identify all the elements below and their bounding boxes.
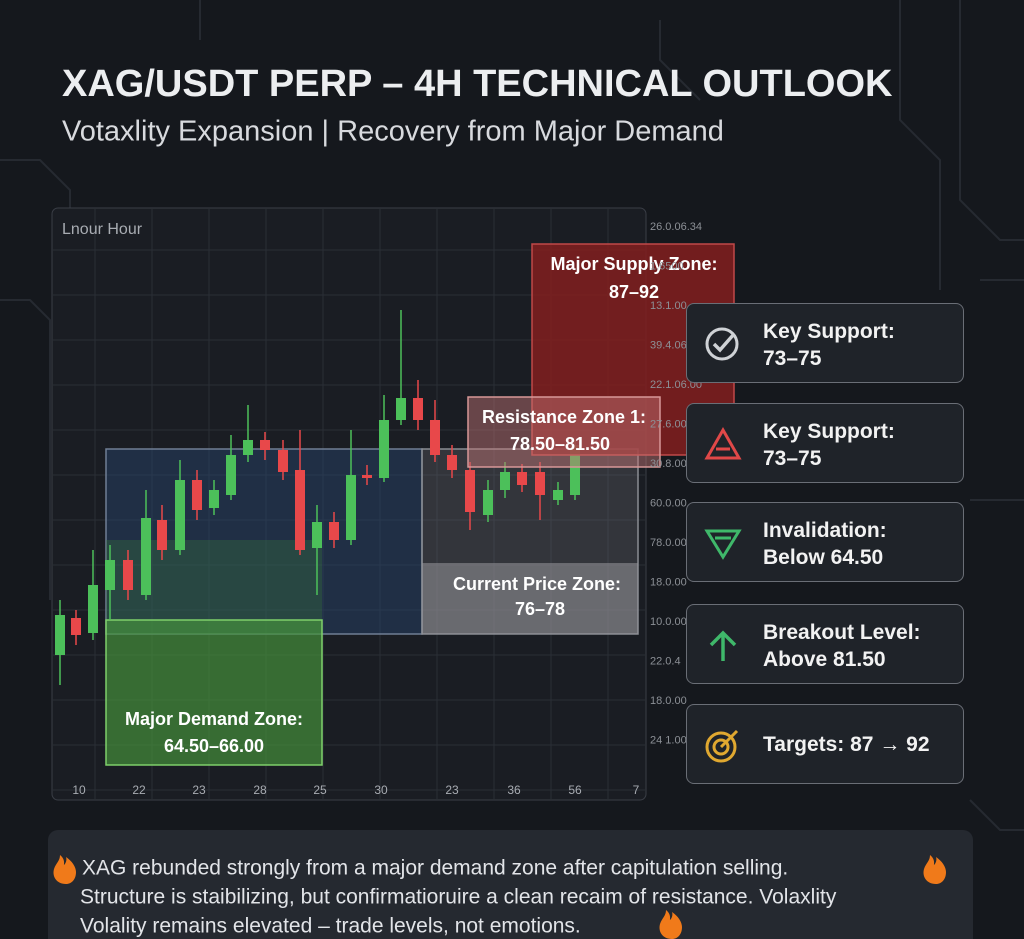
candle-body <box>483 490 493 515</box>
x-axis-label: 56 <box>568 783 582 797</box>
candle-body <box>209 490 219 508</box>
zone-range: 78.50–81.50 <box>510 434 610 454</box>
card-title: Targets: 87 → 92 <box>763 733 930 756</box>
right-axis-label: 13.1.00 <box>650 300 687 312</box>
candle-body <box>226 455 236 495</box>
resistance-zone <box>467 396 661 468</box>
candle-body <box>447 455 457 470</box>
x-axis-label: 22 <box>132 783 146 797</box>
card-title: Invalidation: <box>763 519 887 542</box>
right-axis-label: 18.0.00 <box>650 576 687 588</box>
right-axis-label: 27.6.00 <box>650 418 687 430</box>
candles <box>55 310 580 685</box>
zone-title: Major Supply Zone: <box>550 254 717 274</box>
card-value: 73–75 <box>763 347 822 370</box>
x-axis-label: 23 <box>192 783 206 797</box>
x-axis-label: 10 <box>72 783 86 797</box>
candle-body <box>157 520 167 550</box>
x-axis-label: 28 <box>253 783 267 797</box>
candle-body <box>123 560 133 590</box>
icon-up <box>709 630 737 661</box>
candle-body <box>141 518 151 595</box>
x-axis: 10 22 23 28 25 30 23 36 56 7 <box>72 783 639 797</box>
candle-body <box>295 470 305 550</box>
candle-body <box>535 472 545 495</box>
candle-body <box>346 475 356 540</box>
candle-body <box>362 475 372 478</box>
right-axis-label: 60.0.00 <box>650 497 687 509</box>
candle-body <box>312 522 322 548</box>
chart-label: Lnour Hour <box>62 221 143 238</box>
x-axis-label: 25 <box>313 783 327 797</box>
footer-line: Volality remains elevated – trade levels… <box>80 915 581 938</box>
candle-body <box>553 490 563 500</box>
candle-body <box>396 398 406 420</box>
x-axis-label: 36 <box>507 783 521 797</box>
candle-body <box>413 398 423 420</box>
card: Breakout Level: Above 81.50 <box>686 604 964 684</box>
candle-body <box>71 618 81 635</box>
candle-body <box>88 585 98 633</box>
zone-title: Current Price Zone: <box>453 574 621 594</box>
x-axis-label: 30 <box>374 783 388 797</box>
right-axis-label: 18.0.00 <box>650 695 687 707</box>
candle-body <box>517 472 527 485</box>
current-label-box <box>422 563 638 634</box>
right-axis-label: 30.8.00 <box>650 458 687 470</box>
card: Key Support: 73–75 <box>686 303 964 383</box>
candle-body <box>243 440 253 455</box>
icon-target <box>705 729 739 763</box>
zone-range: 76–78 <box>515 599 565 619</box>
right-axis-label: 24 1.00 <box>650 734 687 746</box>
candle-body <box>379 420 389 478</box>
card-value: 73–75 <box>763 447 822 470</box>
zone-title: Resistance Zone 1: <box>482 407 646 427</box>
subtitle: Votaxlity Expansion | Recovery from Majo… <box>62 116 724 148</box>
zone-range: 64.50–66.00 <box>164 736 264 756</box>
card: Key Support: 73–75 <box>686 403 964 483</box>
x-axis-label: 7 <box>633 783 640 797</box>
candle-body <box>500 472 510 490</box>
card: Invalidation: Below 64.50 <box>686 502 964 582</box>
card-value: Below 64.50 <box>763 546 884 569</box>
candle-body <box>105 560 115 590</box>
candle-body <box>55 615 65 655</box>
title: XAG/USDT PERP – 4H TECHNICAL OUTLOOK <box>62 63 893 105</box>
card-title: Key Support: <box>763 320 895 343</box>
card: Targets: 87 → 92 <box>686 704 964 784</box>
right-axis-label: 10.0.00 <box>650 616 687 628</box>
candle-body <box>260 440 270 450</box>
candle-body <box>570 445 580 495</box>
zone-title: Major Demand Zone: <box>125 709 303 729</box>
fire-icons <box>53 855 946 939</box>
card-value: Above 81.50 <box>763 648 886 671</box>
candle-body <box>430 420 440 455</box>
card-title: Breakout Level: <box>763 621 921 644</box>
footer-line: Structure is staibilizing, but confirmat… <box>80 886 837 909</box>
candle-body <box>175 480 185 550</box>
candle-body <box>329 522 339 540</box>
right-axis-label: 22.0.4 <box>650 655 681 667</box>
footer-line: XAG rebunded strongly from a major deman… <box>82 857 788 880</box>
candle-body <box>465 470 475 512</box>
zone-range: 87–92 <box>609 282 659 302</box>
candle-body <box>192 480 202 510</box>
demand-zone <box>105 619 323 766</box>
right-axis-label: 78.0.00 <box>650 537 687 549</box>
footer-box <box>48 830 973 939</box>
candle-body <box>278 450 288 472</box>
icon-down <box>704 529 742 560</box>
card-title: Key Support: <box>763 420 895 443</box>
right-axis-label: 26.0.06.34 <box>650 221 702 233</box>
x-axis-label: 23 <box>445 783 459 797</box>
icon-warning <box>704 426 742 460</box>
right-axis-label: 1.6500 <box>650 260 684 272</box>
icon-check <box>705 327 739 361</box>
